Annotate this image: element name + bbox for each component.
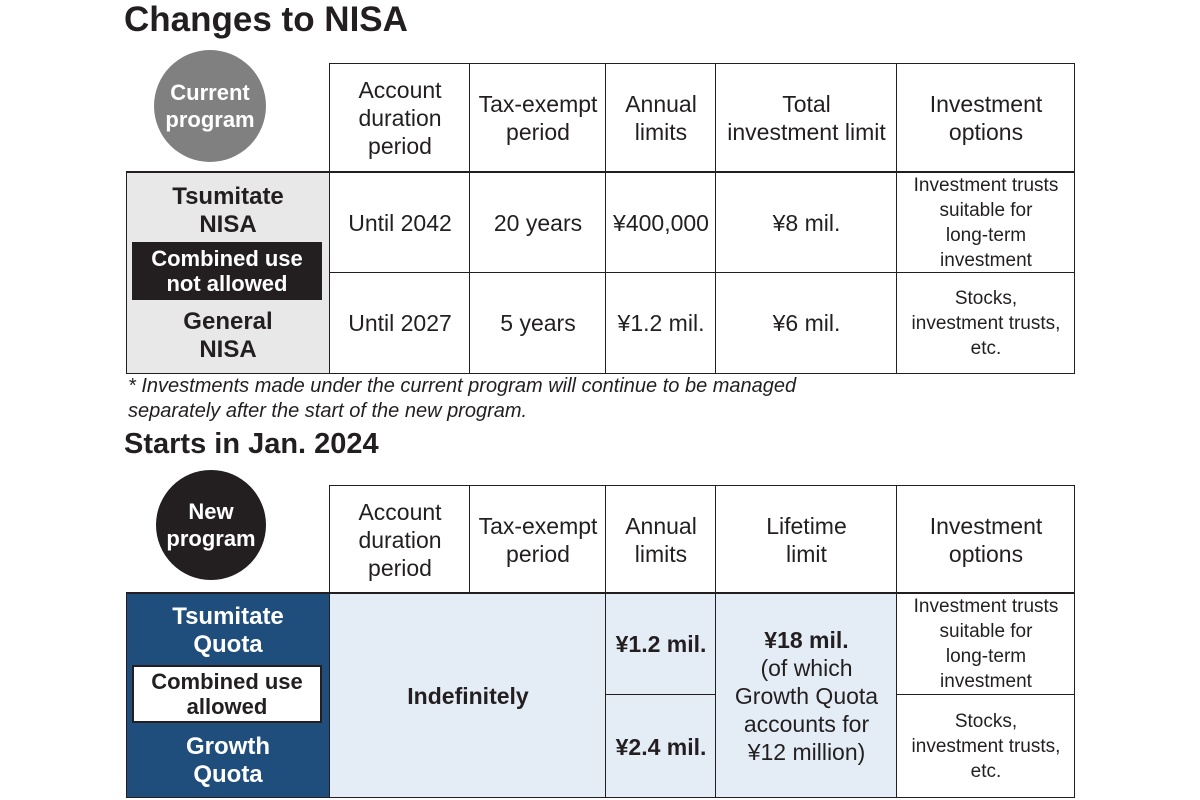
grid-line bbox=[605, 485, 606, 798]
row-name-growth-quota: Growth Quota bbox=[186, 733, 270, 788]
row-name-tsumitate-nisa: Tsumitate NISA bbox=[172, 183, 284, 238]
grid-line bbox=[126, 373, 1075, 374]
grid-line bbox=[329, 485, 330, 798]
current-header-total: Total investment limit bbox=[727, 91, 886, 145]
grid-line bbox=[605, 694, 716, 695]
tsumitate-total: ¥8 mil. bbox=[772, 209, 841, 236]
general-duration: Until 2027 bbox=[348, 310, 452, 336]
grid-line bbox=[126, 797, 1075, 798]
grid-line bbox=[126, 592, 127, 798]
current-program-badge: Current program bbox=[154, 50, 266, 162]
grid-line bbox=[896, 694, 1075, 695]
growth-quota-options: Stocks, investment trusts, etc. bbox=[911, 711, 1061, 782]
grid-line bbox=[329, 485, 1075, 486]
grid-line bbox=[469, 63, 470, 374]
page-title: Changes to NISA bbox=[124, 0, 408, 39]
tsumitate-quota-annual: ¥1.2 mil. bbox=[606, 593, 716, 695]
general-annual: ¥1.2 mil. bbox=[617, 310, 705, 336]
tsumitate-annual: ¥400,000 bbox=[613, 209, 709, 236]
new-header-duration: Account duration period bbox=[358, 498, 442, 581]
row-name-tsumitate-quota: Tsumitate Quota bbox=[172, 603, 284, 658]
grid-line bbox=[715, 63, 716, 374]
section-heading-new: Starts in Jan. 2024 bbox=[124, 428, 379, 460]
new-header-options: Investment options bbox=[929, 512, 1043, 567]
current-header-tax-exempt: Tax-exempt period bbox=[478, 91, 598, 145]
new-header-annual: Annual limits bbox=[625, 512, 697, 567]
grid-line bbox=[1074, 63, 1075, 374]
grid-line bbox=[896, 485, 897, 798]
tsumitate-quota-options: Investment trusts suitable for long-term… bbox=[913, 596, 1059, 692]
grid-line bbox=[329, 63, 1075, 64]
growth-quota-annual: ¥2.4 mil. bbox=[606, 695, 716, 798]
tsumitate-tax-exempt: 20 years bbox=[493, 209, 583, 236]
grid-line bbox=[469, 485, 470, 593]
grid-line bbox=[126, 592, 1075, 594]
grid-line bbox=[896, 63, 897, 374]
footnote: * Investments made under the current pro… bbox=[128, 375, 797, 422]
lifetime-limit-cell: ¥18 mil. (of which Growth Quota accounts… bbox=[716, 593, 897, 798]
grid-line bbox=[329, 272, 1075, 273]
grid-line bbox=[605, 63, 606, 374]
indefinitely-cell: Indefinitely bbox=[330, 593, 606, 798]
current-header-duration: Account duration period bbox=[358, 77, 442, 159]
row-name-general-nisa: General NISA bbox=[183, 308, 273, 363]
lifetime-note: (of which Growth Quota accounts for ¥12 … bbox=[734, 654, 879, 765]
tsumitate-options: Investment trusts suitable for long-term… bbox=[913, 174, 1059, 271]
current-header-options: Investment options bbox=[929, 91, 1043, 145]
general-options: Stocks, investment trusts, etc. bbox=[911, 287, 1061, 359]
new-program-badge: New program bbox=[156, 470, 266, 580]
tsumitate-duration: Until 2042 bbox=[348, 209, 452, 236]
grid-line bbox=[1074, 485, 1075, 798]
combined-use-not-allowed-tag: Combined use not allowed bbox=[132, 242, 322, 300]
new-header-lifetime: Lifetime limit bbox=[766, 512, 847, 567]
combined-use-allowed-tag: Combined use allowed bbox=[132, 665, 322, 723]
general-total: ¥6 mil. bbox=[772, 310, 841, 336]
grid-line bbox=[329, 63, 330, 374]
new-header-tax-exempt: Tax-exempt period bbox=[478, 512, 598, 567]
general-tax-exempt: 5 years bbox=[500, 310, 576, 336]
grid-line bbox=[715, 485, 716, 798]
lifetime-amount: ¥18 mil. bbox=[764, 626, 849, 653]
current-header-annual: Annual limits bbox=[625, 91, 697, 145]
grid-line bbox=[126, 171, 1075, 173]
grid-line bbox=[126, 171, 127, 374]
